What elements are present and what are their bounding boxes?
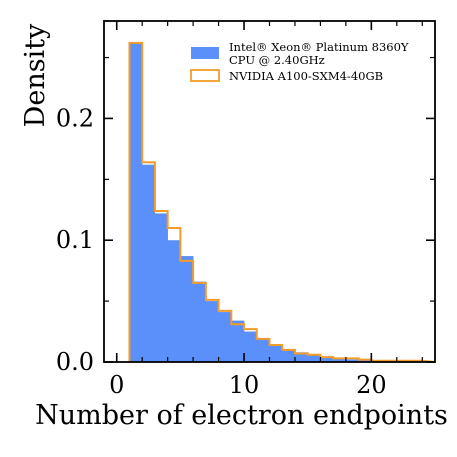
- cpu-bar-14: [307, 354, 321, 362]
- legend-swatch-gpu: [190, 69, 220, 82]
- x-tick-label: 20: [356, 371, 387, 399]
- y-tick-label: 0.2: [56, 104, 94, 132]
- cpu-bar-0: [129, 42, 143, 363]
- cpu-bar-12: [282, 349, 296, 362]
- legend-swatch-cpu: [191, 47, 219, 59]
- cpu-bar-5: [193, 281, 207, 362]
- cpu-bar-11: [269, 344, 283, 362]
- cpu-bar-1: [142, 164, 156, 362]
- cpu-bar-16: [333, 358, 347, 362]
- gpu-histogram-step-outline: [128, 41, 436, 363]
- legend-label-gpu: NVIDIA A100-SXM4-40GB: [229, 69, 383, 83]
- plot-frame: [103, 20, 436, 363]
- tick-labels: 0 10 20 0.0 0.1 0.2: [56, 104, 387, 399]
- cpu-bar-4: [180, 256, 194, 362]
- cpu-bar-17: [345, 359, 359, 362]
- x-tick-label: 0: [109, 371, 124, 399]
- y-tick-label: 0.0: [56, 348, 94, 376]
- cpu-bar-13: [294, 352, 308, 362]
- legend: Intel® Xeon® Platinum 8360Y CPU @ 2.40GH…: [190, 40, 409, 83]
- cpu-bar-9: [244, 331, 258, 362]
- cpu-bar-2: [154, 213, 168, 362]
- cpu-bar-15: [320, 357, 334, 362]
- cpu-bar-3: [167, 240, 181, 362]
- legend-label-cpu-line1: Intel® Xeon® Platinum 8360Y: [229, 40, 409, 54]
- x-tick-label: 10: [229, 371, 260, 399]
- cpu-bar-18: [358, 359, 372, 362]
- legend-label-cpu-line2: CPU @ 2.40GHz: [229, 53, 325, 67]
- cpu-bar-8: [231, 320, 245, 362]
- cpu-bar-6: [205, 301, 219, 362]
- x-axis-label: Number of electron endpoints: [35, 400, 448, 431]
- cpu-bar-7: [218, 312, 232, 362]
- y-tick-label: 0.1: [56, 226, 94, 254]
- cpu-histogram-bars: [129, 42, 423, 363]
- y-axis-label: Density: [20, 23, 51, 127]
- cpu-bar-10: [256, 338, 270, 362]
